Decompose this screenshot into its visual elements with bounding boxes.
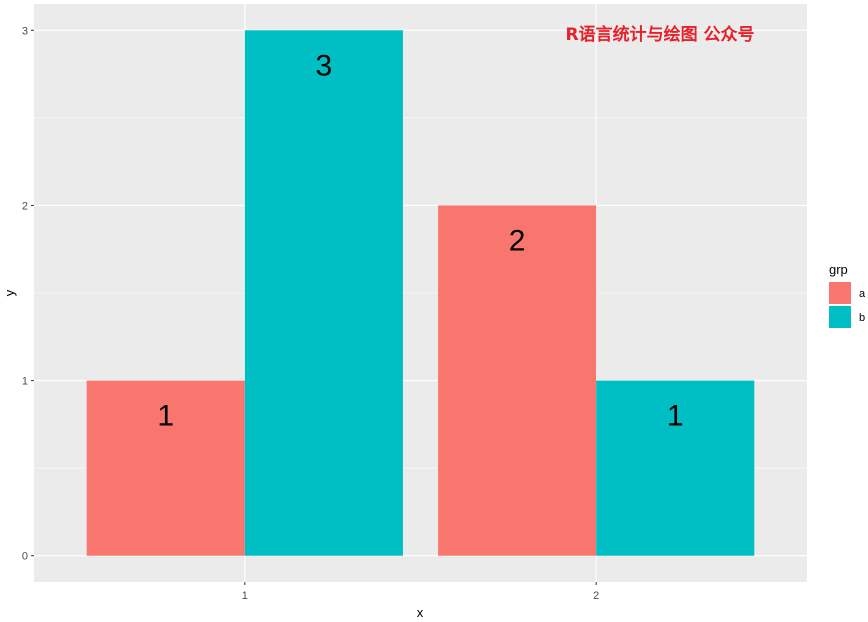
watermark-text: R语言统计与绘图 公众号 <box>565 24 754 45</box>
legend-key-a <box>829 282 851 304</box>
y-axis: 0 1 2 3 <box>22 25 34 562</box>
x-tick-label: 2 <box>593 590 599 602</box>
x-axis-title: x <box>417 605 424 620</box>
legend-items: ab <box>829 282 866 328</box>
legend-key-b <box>829 306 851 328</box>
legend: grp ab <box>829 262 866 328</box>
legend-label-a: a <box>859 288 866 300</box>
data-label: 1 <box>157 400 174 433</box>
data-label: 1 <box>667 400 684 433</box>
x-tick-label: 1 <box>242 590 248 602</box>
y-tick-label: 3 <box>22 25 28 37</box>
y-axis-title: y <box>2 289 17 296</box>
legend-label-b: b <box>859 312 865 324</box>
bar-a-2 <box>438 205 596 555</box>
y-tick-label: 1 <box>22 376 28 388</box>
bar-b-1 <box>245 30 403 555</box>
data-label: 3 <box>316 49 333 82</box>
y-tick-label: 2 <box>22 200 28 212</box>
data-label: 2 <box>509 224 526 257</box>
y-tick-label: 0 <box>22 551 28 563</box>
legend-title: grp <box>829 262 848 277</box>
